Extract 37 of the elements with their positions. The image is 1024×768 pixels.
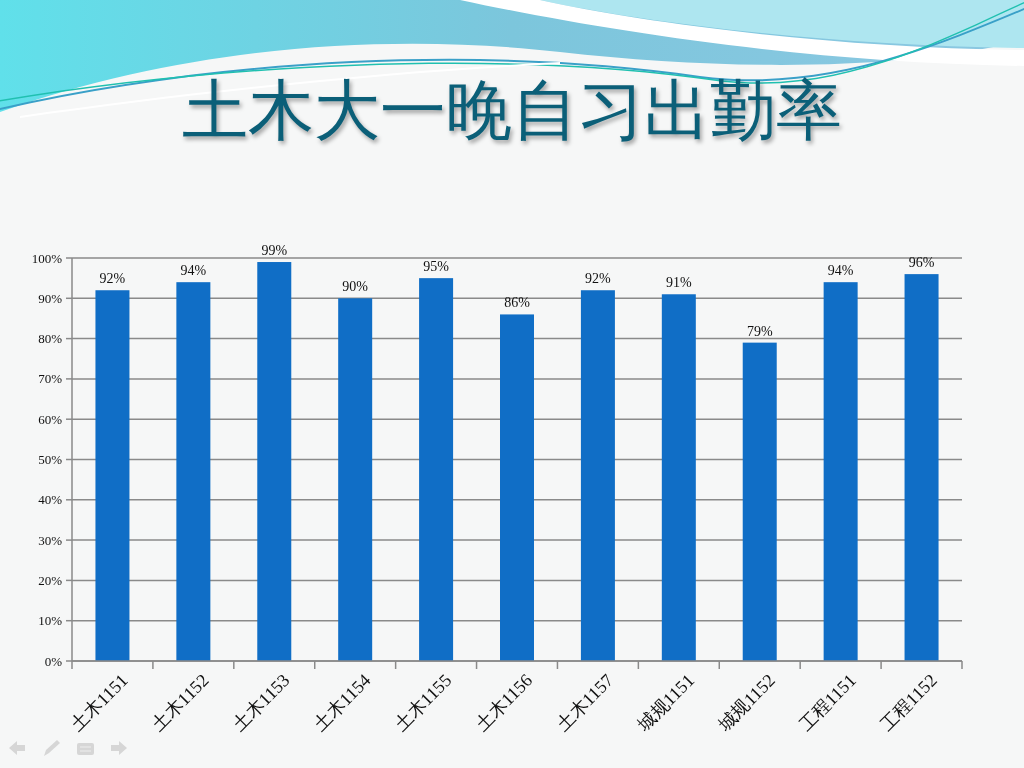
y-tick-label: 50% — [38, 452, 63, 468]
data-label: 79% — [746, 323, 773, 339]
y-tick-label: 70% — [38, 371, 63, 387]
y-tick-label: 90% — [38, 290, 63, 306]
bar — [742, 342, 777, 661]
bar — [500, 314, 534, 661]
data-label: 96% — [908, 255, 935, 271]
data-label: 94% — [180, 263, 207, 279]
y-tick-label: 80% — [38, 331, 63, 347]
bar — [419, 278, 454, 661]
y-tick-label: 60% — [38, 411, 63, 427]
data-label: 95% — [423, 259, 450, 275]
bar — [257, 262, 292, 661]
data-label: 86% — [504, 295, 531, 311]
y-tick-label: 0% — [44, 653, 63, 669]
x-tick-label: 土木1152 — [148, 670, 213, 735]
bar — [823, 282, 858, 661]
bar — [338, 298, 373, 661]
data-label: 94% — [827, 263, 854, 279]
data-label: 90% — [342, 279, 369, 295]
data-label: 99% — [261, 243, 288, 259]
bar — [661, 294, 696, 661]
data-label: 91% — [665, 275, 692, 291]
bar — [95, 290, 130, 661]
chart-title: 土木大一晚自习出勤率 — [182, 73, 842, 147]
data-label: 92% — [585, 271, 612, 287]
y-tick-label: 30% — [38, 532, 63, 548]
x-tick-label: 土木1151 — [67, 670, 132, 735]
y-tick-label: 100% — [31, 250, 63, 266]
bar — [176, 282, 211, 661]
bar — [904, 274, 939, 661]
data-label: 92% — [99, 271, 126, 287]
y-tick-label: 40% — [38, 492, 63, 508]
x-tick-label: 土木1153 — [228, 670, 294, 735]
y-tick-label: 10% — [38, 613, 63, 629]
y-tick-label: 20% — [38, 572, 63, 588]
bar — [580, 290, 615, 661]
